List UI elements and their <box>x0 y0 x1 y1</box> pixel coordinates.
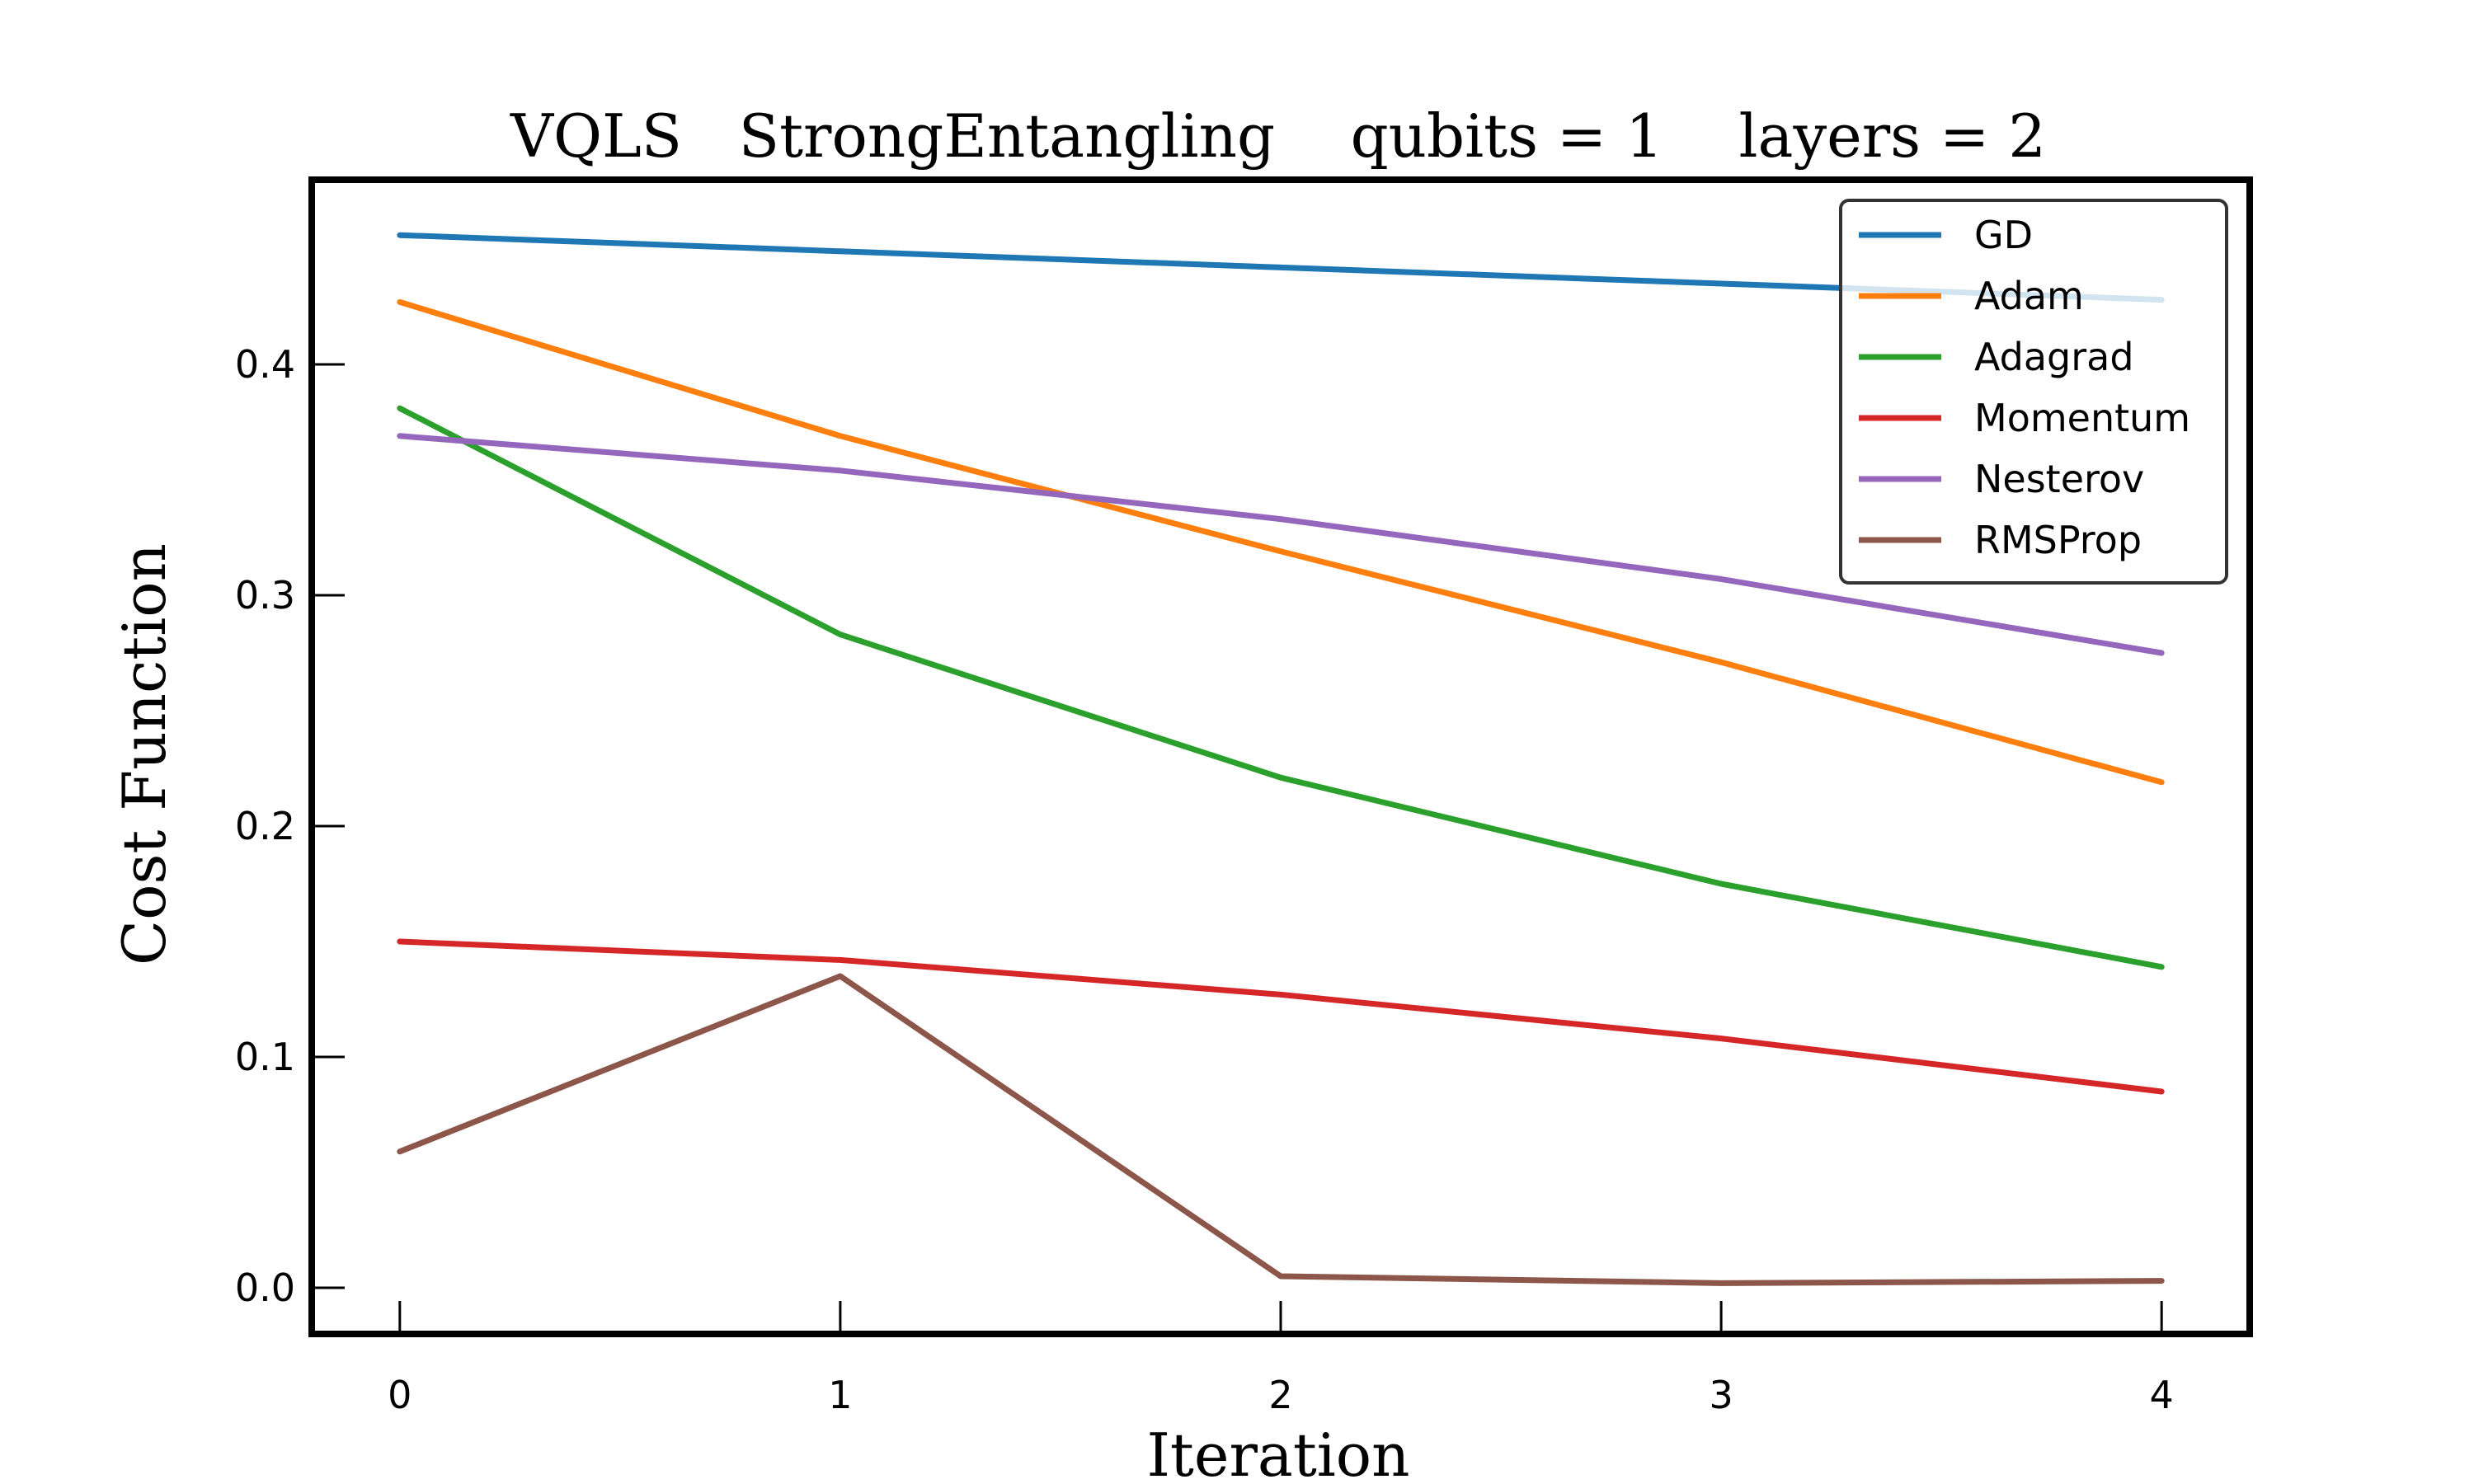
series-line-nesterov <box>397 433 2165 656</box>
legend-label-nesterov: Nesterov <box>1974 457 2144 501</box>
y-tick-label: 0.2 <box>235 804 295 848</box>
legend-label-momentum: Momentum <box>1974 396 2190 440</box>
x-tick-label: 3 <box>1709 1373 1733 1417</box>
y-tick-label: 0.0 <box>235 1266 295 1310</box>
x-tick-label: 2 <box>1268 1373 1292 1417</box>
series-line-adam <box>397 298 2165 786</box>
legend-label-rmsprop: RMSProp <box>1974 518 2142 562</box>
legend-label-gd: GD <box>1974 213 2033 257</box>
series-line-momentum <box>397 938 2165 1095</box>
plot-area: 0 1 2 3 4 0.0 0.1 0.2 0.3 0.4 <box>235 176 2253 1417</box>
legend-label-adam: Adam <box>1974 274 2084 318</box>
y-tick-label: 0.3 <box>235 573 295 618</box>
y-tick-label: 0.1 <box>235 1035 295 1079</box>
x-axis-label: Iteration <box>1146 1421 1409 1484</box>
x-tick-label: 0 <box>388 1373 412 1417</box>
x-tick-label: 1 <box>828 1373 852 1417</box>
chart-title: VQLS StrongEntangling qubits = 1 layers … <box>510 101 2046 171</box>
axes-frame <box>308 176 2253 1337</box>
y-axis-label: Cost Function <box>110 543 179 965</box>
series-line-rmsprop <box>397 973 2165 1286</box>
legend-label-adagrad: Adagrad <box>1974 335 2134 379</box>
ticks-group: 0 1 2 3 4 0.0 0.1 0.2 0.3 0.4 <box>235 342 2174 1417</box>
legend: GD Adam Adagrad Momentum Nesterov RMSProp <box>1839 199 2228 585</box>
y-tick-label: 0.4 <box>235 342 295 387</box>
x-tick-label: 4 <box>2150 1373 2174 1417</box>
series-line-adagrad <box>397 405 2165 970</box>
